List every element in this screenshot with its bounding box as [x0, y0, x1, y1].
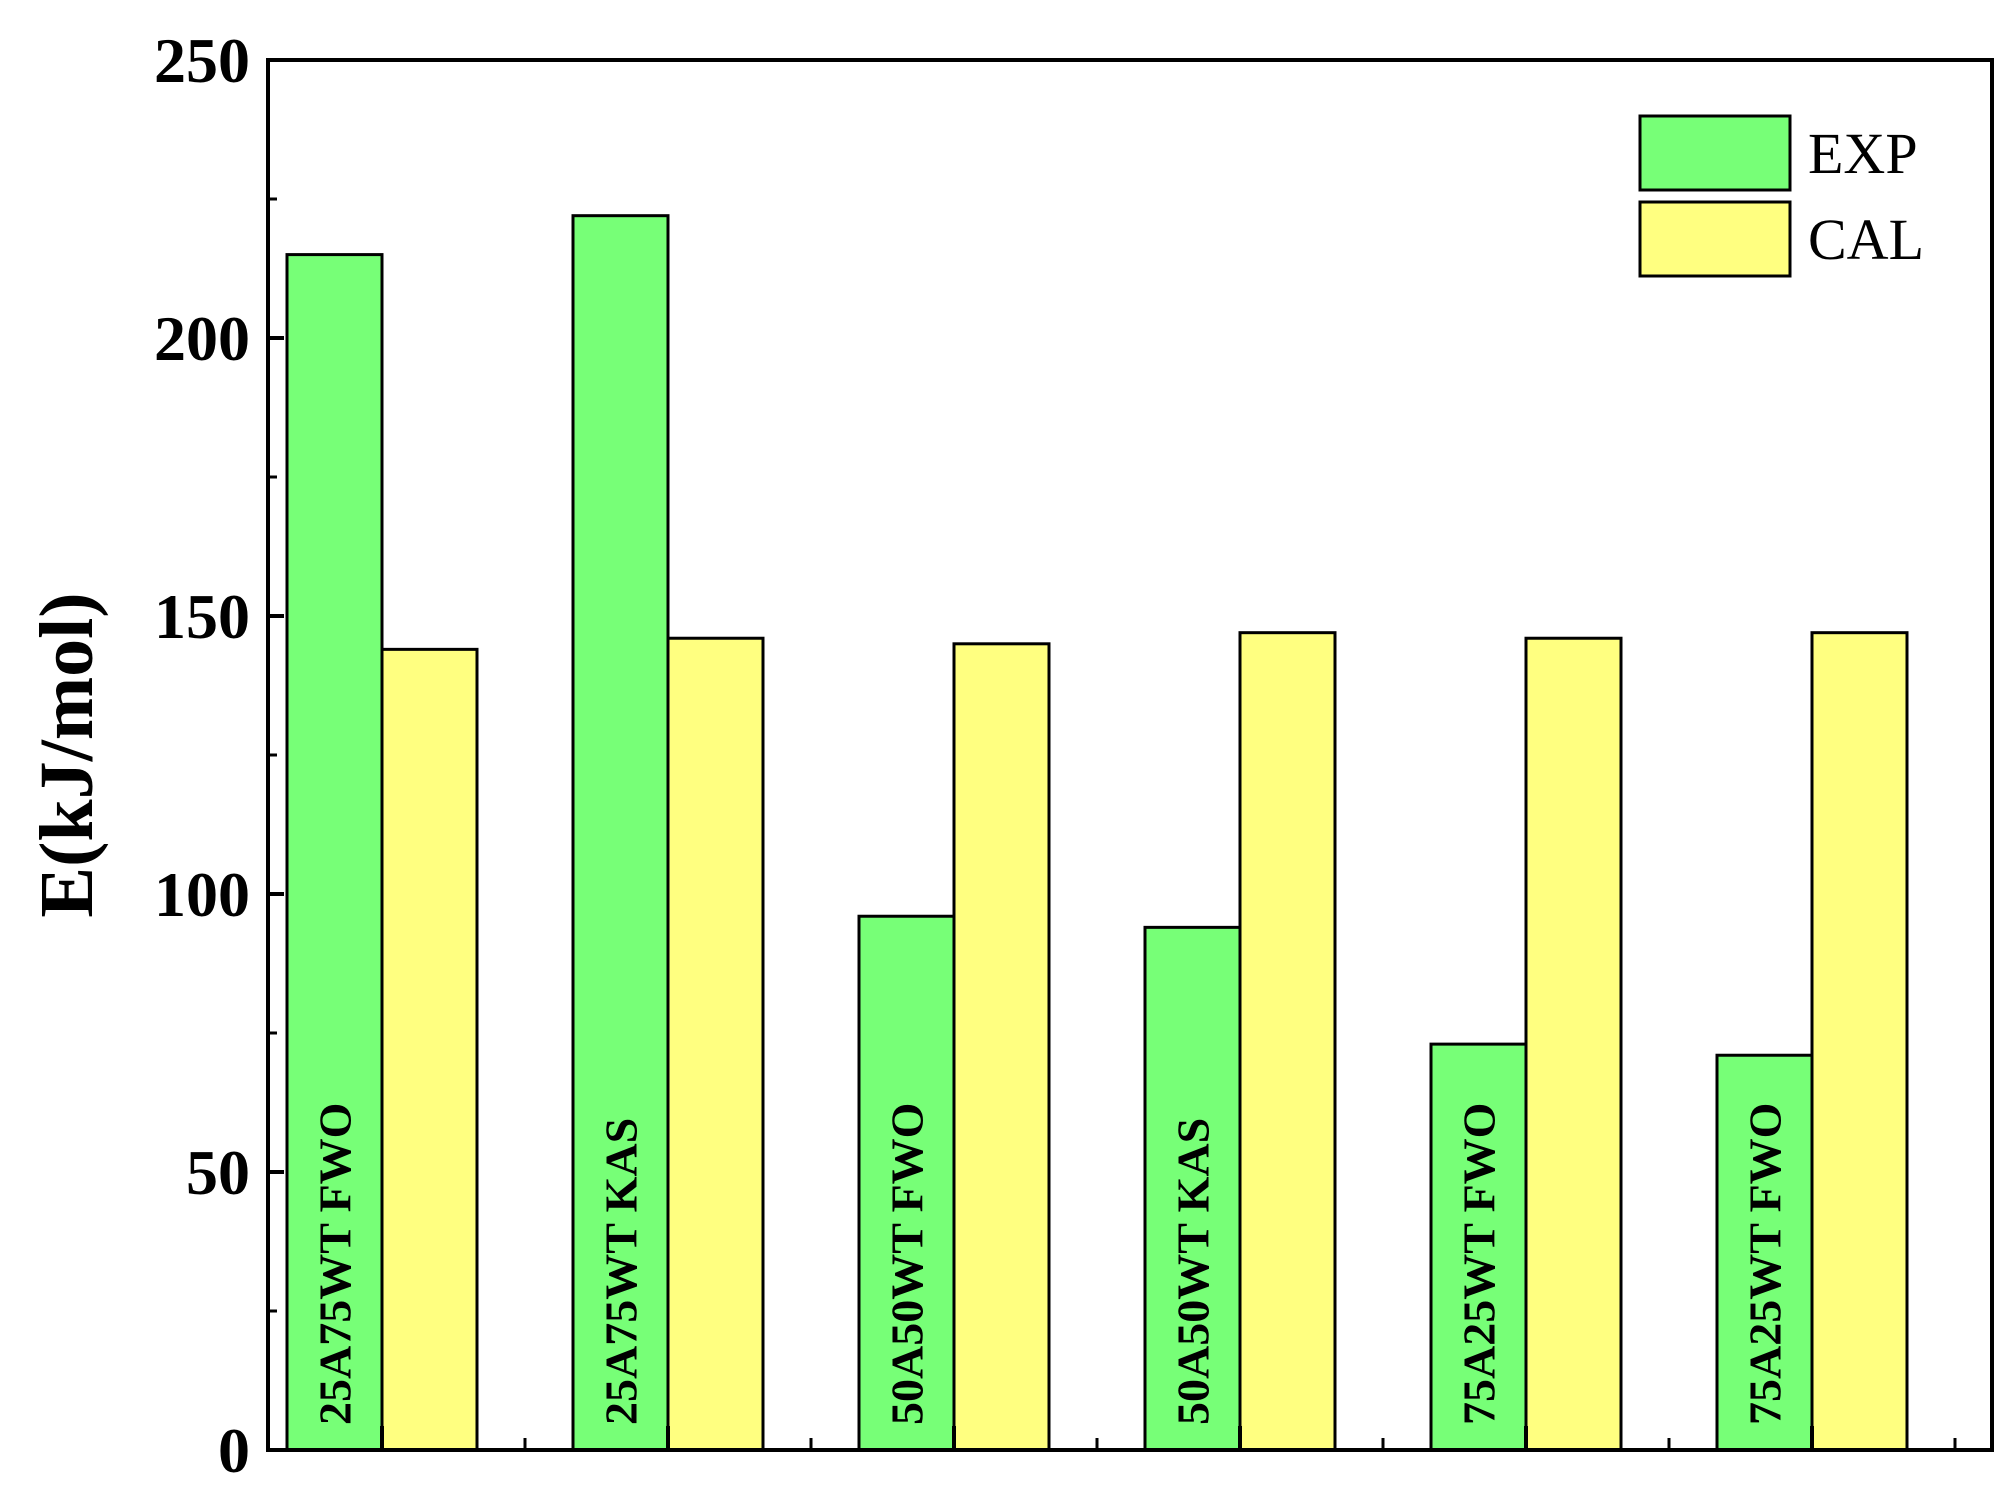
- category-label: 25A75WT FWO: [310, 1103, 361, 1425]
- legend-swatch-cal: [1638, 200, 1792, 278]
- bar-exp-3: [857, 914, 956, 1452]
- category-label: 75A25WT FWO: [1454, 1103, 1505, 1425]
- y-tick-label: 100: [154, 859, 250, 930]
- legend-swatch-exp: [1638, 114, 1792, 192]
- category-label: 50A50WT FWO: [882, 1103, 933, 1425]
- y-tick-label: 250: [154, 25, 250, 96]
- bar-cal-3: [952, 642, 1051, 1452]
- bar-cal-5: [1524, 636, 1623, 1452]
- category-label: 50A50WT KAS: [1168, 1118, 1219, 1425]
- y-axis-title: E(kJ/mol): [25, 592, 109, 917]
- bar-exp-6: [1715, 1053, 1814, 1452]
- y-tick-label: 200: [154, 303, 250, 374]
- bar-cal-1: [380, 647, 479, 1452]
- y-tick-label: 50: [186, 1137, 250, 1208]
- ticks-layer: 0 50 100 150 200 250: [154, 25, 1957, 1486]
- legend-label-cal: CAL: [1808, 207, 1924, 272]
- legend: EXP CAL: [1638, 114, 1924, 278]
- bars-layer: [285, 214, 1909, 1452]
- bar-cal-2: [666, 636, 765, 1452]
- category-label: 75A25WT FWO: [1740, 1103, 1791, 1425]
- category-labels-layer: 25A75WT FWO 25A75WT KAS 50A50WT FWO 50A50WT…: [310, 1103, 1791, 1425]
- bar-exp-2: [571, 214, 670, 1452]
- bar-cal-4: [1238, 631, 1337, 1452]
- category-label: 25A75WT KAS: [596, 1118, 647, 1425]
- y-tick-label: 0: [218, 1415, 250, 1486]
- y-tick-label: 150: [154, 581, 250, 652]
- bar-exp-1: [285, 253, 384, 1452]
- bar-cal-6: [1810, 631, 1909, 1452]
- legend-label-exp: EXP: [1808, 121, 1918, 186]
